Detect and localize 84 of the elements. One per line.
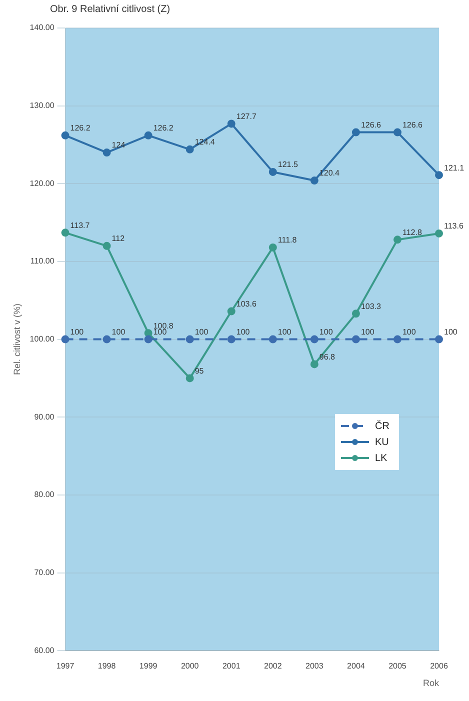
x-tick-label: 2006 — [430, 662, 448, 671]
y-tick-label: 80.00 — [34, 490, 55, 500]
data-label: 103.3 — [360, 302, 382, 311]
point — [102, 148, 111, 157]
data-label: 100 — [360, 328, 375, 337]
x-tick-label: 2004 — [347, 662, 366, 671]
x-tick-label: 1997 — [56, 662, 75, 671]
legend-label: ČR — [375, 420, 390, 432]
data-label: 100 — [70, 328, 84, 337]
chart-title: Obr. 9 Relativní citlivost (Z) — [50, 4, 170, 15]
data-label: 100 — [236, 328, 250, 337]
data-label: 112 — [112, 234, 126, 244]
data-label: 112.8 — [402, 228, 422, 237]
data-label: 126.6 — [360, 120, 382, 130]
y-tick-label: 120.00 — [30, 178, 55, 188]
x-tick-label: 1998 — [98, 662, 116, 671]
point — [186, 335, 194, 344]
data-label: 121.5 — [278, 160, 298, 170]
point — [268, 168, 277, 176]
legend-label: LK — [375, 452, 388, 464]
data-label: 100 — [112, 328, 126, 337]
point — [144, 335, 152, 344]
y-tick-label: 140.00 — [30, 23, 55, 32]
data-label: 100 — [402, 328, 416, 337]
data-label: 126.2 — [153, 124, 174, 133]
y-tick-label: 130.00 — [30, 101, 55, 110]
data-label: 95 — [194, 366, 204, 376]
data-label: 103.6 — [236, 299, 257, 308]
y-tick-label: 110.00 — [30, 256, 55, 266]
y-tick-label: 90.00 — [34, 412, 55, 422]
point — [268, 335, 277, 344]
point — [352, 310, 360, 318]
data-label: 100 — [319, 328, 334, 337]
data-label: 100 — [444, 328, 458, 337]
x-axis-title: Rok — [422, 678, 440, 688]
point — [186, 145, 194, 154]
data-label: 100.8 — [153, 321, 174, 330]
point — [310, 360, 318, 368]
point — [227, 335, 236, 344]
data-label: 127.7 — [236, 112, 257, 121]
point — [435, 229, 443, 238]
point — [144, 329, 152, 338]
x-tick-label: 2003 — [306, 662, 324, 671]
data-label: 121.1 — [444, 163, 465, 172]
y-tick-label: 70.00 — [34, 568, 55, 577]
point — [61, 335, 70, 344]
point — [435, 171, 443, 180]
point — [393, 128, 402, 136]
data-label: 113.6 — [444, 222, 464, 231]
point — [268, 243, 277, 252]
point — [435, 335, 443, 344]
x-tick-label: 2000 — [180, 662, 200, 671]
data-label: 126.2 — [70, 124, 91, 133]
x-tick-label: 1999 — [139, 662, 158, 671]
data-label: 111.8 — [278, 236, 298, 245]
data-label: 96.8 — [319, 352, 336, 362]
point — [352, 128, 360, 136]
point — [102, 242, 111, 250]
data-label: 100 — [153, 328, 168, 337]
point — [227, 120, 236, 128]
data-label: 126.6 — [402, 120, 424, 130]
y-axis-title: Rel. citlivost v (%) — [12, 304, 22, 376]
data-label: 124 — [112, 140, 126, 150]
point — [393, 335, 402, 344]
data-label: 120.4 — [319, 168, 340, 178]
x-tick-label: 2005 — [388, 662, 407, 671]
point — [393, 236, 402, 244]
y-tick-label: 100.00 — [30, 334, 55, 344]
point — [310, 176, 318, 185]
point — [227, 307, 236, 316]
point — [102, 335, 111, 344]
data-label: 100 — [194, 328, 209, 337]
x-tick-label: 2001 — [222, 662, 241, 671]
point — [310, 335, 318, 344]
legend-label: KU — [375, 436, 389, 448]
point — [144, 131, 152, 140]
data-label: 113.7 — [70, 220, 90, 230]
y-tick-label: 60.00 — [34, 646, 55, 655]
x-tick-label: 2002 — [264, 662, 282, 671]
point — [61, 228, 70, 237]
point — [352, 335, 360, 344]
point — [61, 131, 70, 140]
point — [186, 374, 194, 382]
data-label: 100 — [278, 328, 292, 337]
